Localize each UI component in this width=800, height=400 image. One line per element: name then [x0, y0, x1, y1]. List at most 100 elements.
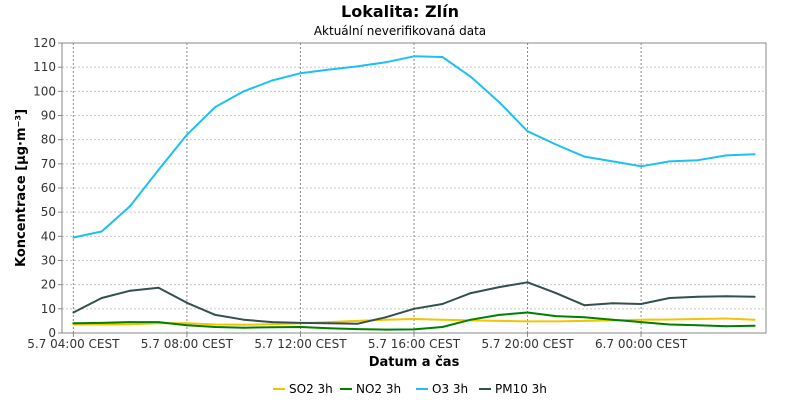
data-point	[100, 230, 103, 233]
y-tick-label: 120	[33, 36, 56, 50]
data-point	[498, 313, 501, 316]
data-point	[100, 321, 103, 324]
data-point	[554, 143, 557, 146]
data-point	[498, 101, 501, 104]
data-point	[413, 328, 415, 331]
series-no2-3h	[72, 311, 756, 331]
data-point	[384, 328, 387, 331]
data-point	[640, 303, 643, 305]
chart-subtitle: Aktuální neverifikovaná data	[313, 24, 487, 38]
data-point	[696, 295, 699, 298]
legend: SO2 3h NO2 3h O3 3h PM10 3h	[273, 382, 547, 396]
data-point	[583, 155, 586, 158]
data-point	[441, 326, 444, 328]
data-point	[498, 286, 501, 289]
x-tick-label: 5.7 04:00 CEST	[27, 337, 120, 351]
data-point	[299, 72, 302, 75]
legend-label: PM10 3h	[495, 382, 547, 396]
data-point	[469, 75, 472, 78]
data-point	[327, 327, 330, 330]
data-point	[157, 286, 160, 289]
data-point	[668, 323, 671, 326]
legend-item: O3 3h	[416, 382, 468, 396]
data-point	[214, 106, 217, 108]
y-tick-label: 80	[41, 133, 56, 147]
data-point	[384, 316, 387, 319]
data-point	[640, 165, 643, 168]
data-point	[611, 160, 614, 163]
data-point	[271, 79, 274, 82]
x-tick-label: 5.7 16:00 CEST	[368, 337, 461, 351]
legend-label: O3 3h	[432, 382, 468, 396]
data-point	[242, 90, 245, 93]
data-point	[696, 159, 699, 162]
y-axis-label: Koncentrace [µg·m⁻³]	[14, 109, 29, 267]
legend-label: SO2 3h	[289, 382, 333, 396]
x-tick-label: 6.7 00:00 CEST	[595, 337, 688, 351]
y-tick-label: 0	[48, 326, 56, 340]
series-pm10-3h	[72, 281, 756, 325]
data-point	[753, 295, 756, 298]
data-point	[157, 168, 160, 171]
y-tick-label: 70	[41, 157, 56, 171]
data-point	[469, 318, 472, 321]
data-point	[214, 313, 217, 316]
data-point	[129, 205, 132, 208]
data-point	[725, 154, 728, 157]
data-point	[526, 311, 529, 314]
data-point	[668, 318, 671, 321]
data-point	[583, 316, 586, 319]
legend-label: NO2 3h	[356, 382, 401, 396]
y-tick-label: 110	[33, 60, 56, 74]
y-tick-label: 50	[41, 205, 56, 219]
data-point	[725, 317, 728, 320]
data-point	[526, 281, 529, 284]
data-point	[100, 297, 103, 299]
data-point	[753, 318, 756, 321]
data-point	[356, 319, 359, 322]
data-point	[753, 324, 756, 327]
data-point	[640, 318, 643, 321]
y-tick-label: 20	[41, 278, 56, 292]
data-point	[583, 319, 586, 322]
data-point	[271, 326, 274, 329]
data-point	[725, 325, 728, 328]
data-point	[696, 318, 699, 320]
data-point	[185, 133, 188, 136]
data-point	[441, 56, 444, 58]
x-tick-label: 5.7 08:00 CEST	[141, 337, 234, 351]
data-point	[299, 321, 302, 324]
y-tick-label: 60	[41, 181, 56, 195]
data-point	[185, 324, 188, 327]
x-tick-label: 5.7 20:00 CEST	[481, 337, 574, 351]
data-point	[554, 315, 557, 318]
data-point	[356, 322, 359, 325]
data-point	[242, 323, 245, 326]
series-o3-3h	[72, 55, 756, 239]
data-point	[242, 318, 245, 321]
data-point	[441, 318, 444, 321]
data-point	[469, 292, 472, 295]
data-point	[214, 326, 217, 328]
data-point	[554, 320, 557, 323]
data-point	[72, 236, 75, 239]
data-point	[356, 65, 359, 68]
data-point	[526, 320, 529, 323]
legend-item: PM10 3h	[479, 382, 547, 396]
data-point	[611, 318, 614, 321]
data-point	[214, 323, 217, 326]
data-point	[271, 323, 274, 326]
data-point	[441, 303, 444, 305]
data-point	[185, 322, 188, 325]
grid	[62, 43, 766, 333]
y-tick-label: 40	[41, 229, 56, 243]
y-tick-label: 10	[41, 302, 56, 316]
data-point	[242, 326, 245, 329]
data-point	[384, 318, 387, 321]
data-point	[725, 295, 728, 298]
legend-item: NO2 3h	[340, 382, 401, 396]
data-point	[668, 297, 671, 299]
data-point	[100, 323, 103, 326]
data-point	[129, 321, 132, 324]
